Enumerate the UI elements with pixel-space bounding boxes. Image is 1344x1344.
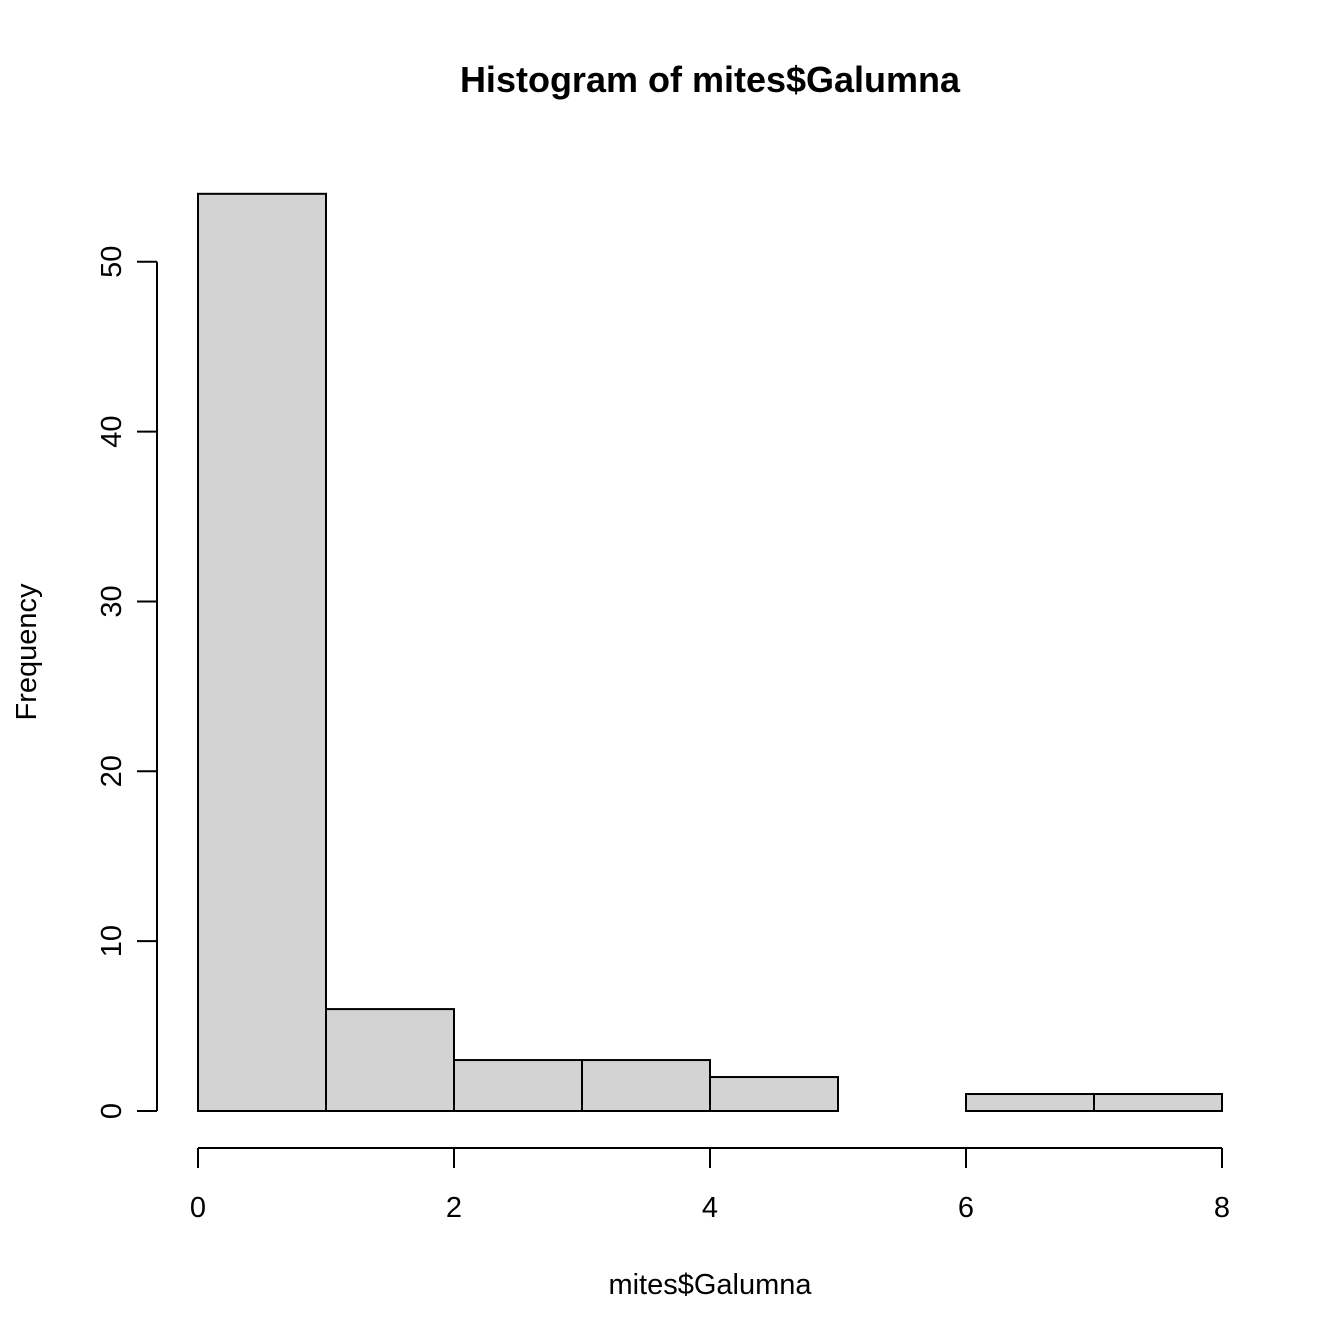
x-tick-label: 6: [958, 1192, 974, 1224]
bars-group: [197, 192, 1223, 1113]
histogram-bar-4: [709, 1076, 839, 1113]
x-tick-label: 0: [190, 1192, 206, 1224]
histogram-bar-2: [453, 1059, 583, 1113]
y-tick-label: 10: [96, 925, 128, 957]
y-axis: 0 10 20 30 40 50: [96, 246, 158, 1119]
histogram-bar-1: [325, 1008, 455, 1113]
histogram-bar-7: [1093, 1093, 1223, 1113]
y-tick-label: 0: [96, 1103, 128, 1119]
x-tick-label: 8: [1214, 1192, 1230, 1224]
y-axis-label: Frequency: [11, 583, 43, 721]
y-tick-label: 50: [96, 246, 128, 278]
x-tick-label: 2: [446, 1192, 462, 1224]
y-tick-label: 40: [96, 415, 128, 447]
y-tick-label: 30: [96, 585, 128, 617]
chart-title: Histogram of mites$Galumna: [460, 59, 961, 100]
histogram-bar-3: [581, 1059, 711, 1113]
y-tick-label: 20: [96, 755, 128, 787]
x-axis: 0 2 4 6 8: [190, 1147, 1230, 1224]
x-axis-label: mites$Galumna: [608, 1269, 812, 1301]
histogram-bar-0: [197, 192, 327, 1112]
histogram-bar-6: [965, 1093, 1095, 1113]
x-tick-label: 4: [702, 1192, 718, 1224]
